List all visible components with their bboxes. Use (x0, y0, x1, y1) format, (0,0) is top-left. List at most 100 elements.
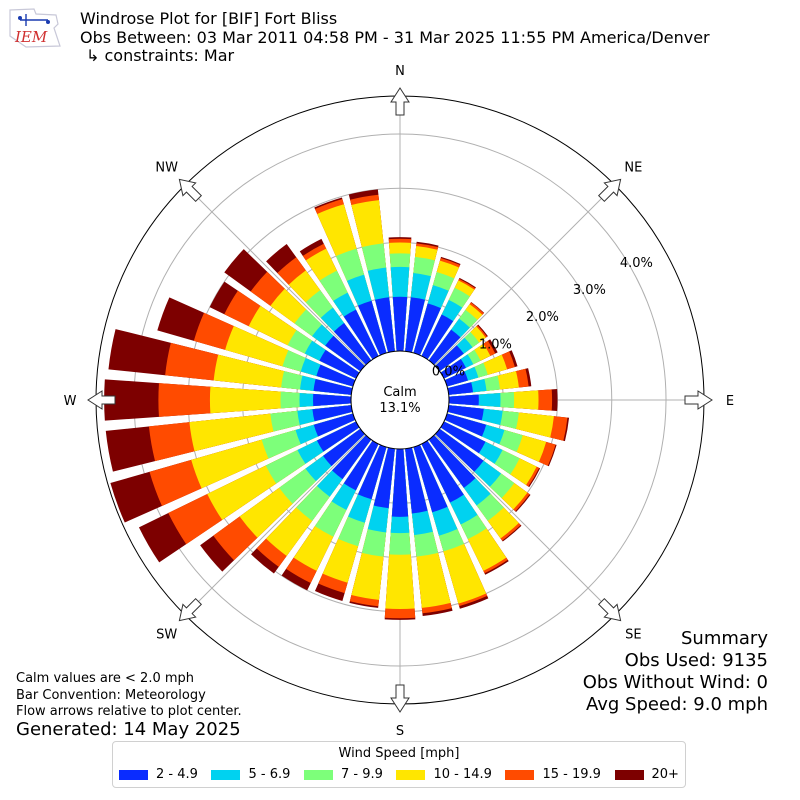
wind-bar-segment (319, 349, 360, 379)
calm-circle (350, 350, 450, 450)
legend-item: 15 - 19.9 (505, 767, 601, 782)
wind-bar-segment (358, 300, 387, 356)
wind-bar-segment (375, 297, 395, 353)
summary-title: Summary (681, 628, 768, 649)
wind-bar-segment (358, 444, 387, 500)
arrows-note: Flow arrows relative to plot center. (16, 704, 242, 719)
legend-item: 20+ (614, 767, 679, 782)
wind-bar-segment (313, 378, 353, 395)
legend-swatch (614, 769, 644, 780)
direction-spoke (184, 434, 366, 616)
wind-bar-segment (391, 448, 409, 517)
flow-arrow-icon (390, 87, 410, 116)
wind-bar-segment (421, 314, 454, 360)
direction-labels: N NE E SE S SW W NW (64, 64, 735, 739)
wind-bar-segment (392, 296, 408, 352)
wind-bar-segment (421, 440, 464, 503)
direction-label: S (396, 724, 404, 739)
wind-bar-segment (316, 364, 356, 387)
flow-arrows (87, 87, 713, 713)
wind-bar-segment (413, 444, 448, 513)
legend-swatch (303, 769, 333, 780)
direction-label: NE (624, 161, 642, 176)
radial-tick-label: 3.0% (573, 283, 606, 298)
wind-bar-segment (316, 421, 360, 452)
generated-date: Generated: 14 May 2025 (16, 719, 241, 740)
legend-label: 15 - 19.9 (542, 767, 601, 782)
calm-value: 13.1% (379, 401, 420, 416)
direction-label: N (395, 64, 405, 79)
direction-label: SE (625, 627, 641, 642)
iem-logo: IEM (9, 8, 61, 48)
legend-swatch (119, 769, 148, 780)
radial-tick-label: 1.0% (479, 337, 512, 352)
legend-swatch (211, 769, 241, 780)
legend-swatch (505, 769, 535, 780)
radial-tick-label: 4.0% (620, 256, 653, 271)
wind-bars (104, 189, 570, 620)
chart-subtitle-period: Obs Between: 03 Mar 2011 04:58 PM - 31 M… (80, 28, 710, 47)
wind-bar-segment (428, 329, 461, 365)
flow-arrow-icon (597, 178, 622, 203)
legend-item: 7 - 9.9 (303, 767, 383, 782)
summary-obs-used: Obs Used: 9135 (624, 650, 768, 671)
direction-spoke (184, 184, 366, 366)
direction-label: SW (156, 627, 177, 642)
wind-bar-segment (313, 393, 352, 407)
wind-bar-segment (440, 358, 466, 379)
logo-text: IEM (14, 28, 48, 46)
wind-bar-segment (312, 405, 353, 422)
wind-bar-segment (325, 335, 365, 372)
legend-label: 5 - 6.9 (248, 767, 291, 782)
summary-avg-speed: Avg Speed: 9.0 mph (586, 694, 768, 715)
summary-obs-without-wind: Obs Without Wind: 0 (582, 672, 768, 693)
wind-bar-segment (332, 435, 372, 480)
legend-label: 10 - 14.9 (433, 767, 492, 782)
direction-spoke (434, 184, 616, 366)
wind-bar-segment (444, 413, 487, 437)
speed-legend: Wind Speed [mph] 2 - 4.9 5 - 6.9 7 - 9.9… (112, 741, 686, 788)
direction-label: W (64, 394, 77, 409)
flow-arrow-icon (597, 597, 622, 622)
wind-bar-segment (343, 440, 379, 491)
wind-bar-segment (323, 428, 365, 467)
flow-arrow-icon (178, 597, 203, 622)
radial-tick-label: 2.0% (526, 310, 559, 325)
wind-bar-segment (313, 413, 356, 437)
direction-spoke (434, 434, 616, 616)
wind-bar-segment (447, 405, 484, 421)
legend-item: 10 - 14.9 (396, 767, 492, 782)
wind-bar-segment (343, 309, 379, 360)
flow-arrow-icon (178, 178, 203, 203)
wind-bar-segment (448, 394, 479, 406)
legend-label: 2 - 4.9 (156, 767, 198, 782)
wind-bar-segment (333, 323, 372, 365)
legend-item: 2 - 4.9 (119, 767, 198, 782)
wind-bar-segment (447, 382, 474, 395)
wind-bar-segment (405, 297, 425, 353)
direction-label: NW (155, 161, 178, 176)
flow-arrow-icon (390, 684, 410, 713)
wind-bar-segment (413, 303, 441, 356)
wind-bar-segment (435, 345, 464, 372)
radial-tick-label: 0.0% (432, 365, 465, 380)
convention-note: Bar Convention: Meteorology (16, 688, 206, 703)
wind-bar-segment (428, 435, 476, 488)
summary-panel: Summary Obs Used: 9135 Obs Without Wind:… (583, 628, 768, 716)
legend-title: Wind Speed [mph] (338, 746, 460, 761)
wind-bar-segment (435, 428, 484, 472)
legend-item: 5 - 6.9 (211, 767, 290, 782)
flow-arrow-icon (87, 390, 116, 410)
wind-bar-segment (440, 421, 486, 454)
legend-label: 20+ (651, 767, 679, 782)
chart-constraints: ↳ constraints: Mar (86, 46, 235, 65)
calm-note: Calm values are < 2.0 mph (16, 671, 195, 686)
radial-tick-labels: 0.0% 1.0% 2.0% 3.0% 4.0% (432, 256, 653, 380)
calm-label: Calm (383, 385, 416, 400)
wind-bar-segment (444, 371, 468, 387)
legend-swatch (396, 769, 426, 780)
wind-bar-segment (405, 447, 428, 514)
legend-label: 7 - 9.9 (340, 767, 383, 782)
wind-bar-segment (373, 447, 395, 509)
